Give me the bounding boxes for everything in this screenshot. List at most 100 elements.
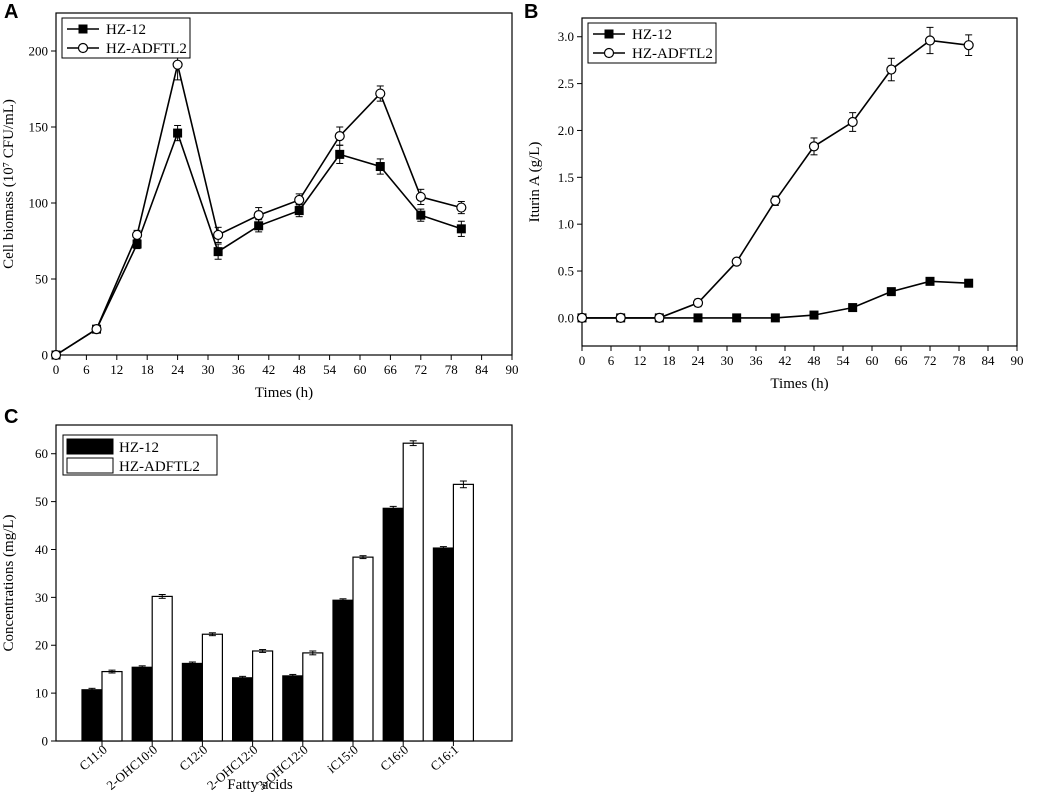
chart-a-x-tick-label: 78 [445,362,458,377]
chart-c-y-tick-label: 60 [35,446,48,461]
chart-a-series-1-point [415,191,426,203]
chart-c-bar-1 [252,650,274,742]
chart-b-x-tick-label: 30 [721,353,734,368]
chart-c-x-tick-label: C16:0 [377,742,411,774]
chart-a-x-tick-label: 48 [293,362,306,377]
chart-a-line: 0 6 12 18 24 30 36 42 48 54 60 66 72 78 84 90 0 50 100 150 2… [1,12,519,401]
chart-b-series-1-point [963,40,974,51]
chart-a-x-tick-label: 36 [232,362,246,377]
chart-b-x-tick-label: 6 [608,353,615,368]
chart-a-x-tick-label: 12 [110,362,123,377]
chart-b-y-axis-title: Iturin A (g/L) [527,142,543,223]
chart-a-x-tick-label: 54 [323,362,337,377]
chart-b-x-tick-label: 36 [750,353,764,368]
chart-c-bar-1 [151,595,173,742]
chart-c-bar-0-error-bar [138,665,146,670]
chart-a-legend: HZ-12 HZ-ADFTL2 [61,17,191,59]
chart-a-series-1-point [375,88,386,99]
chart-b-y-tick-label: 3.0 [558,29,574,44]
chart-c-bar-1-error-bar [309,650,317,656]
chart-c-bar-0 [432,547,454,742]
chart-a-x-tick-label: 60 [354,362,367,377]
chart-c-bar-0 [131,666,153,742]
chart-a-x-tick-label: 6 [83,362,90,377]
chart-c-legend: HZ-12 HZ-ADFTL2 [62,434,218,476]
chart-b-x-tick-label: 72 [924,353,937,368]
chart-a-y-tick-label: 150 [29,120,49,135]
chart-b-series-1-point [924,35,936,46]
chart-b-x-tick-label: 90 [1011,353,1024,368]
chart-c-y-tick-label: 10 [35,686,48,701]
chart-c-bar-0-error-bar [188,661,196,666]
chart-a-series-1-point [334,131,345,142]
chart-c-bar-0 [232,677,254,742]
chart-a-legend-marker-1 [77,42,89,54]
chart-a-series-1-point [172,59,183,70]
chart-a-y-tick-label: 50 [35,272,48,287]
chart-a-x-tick-label: 18 [141,362,154,377]
chart-c-bar-1 [452,483,474,742]
chart-a-series-0-point [335,149,345,159]
chart-b-series-0 [577,276,974,323]
chart-b-plot-frame [581,17,1018,347]
chart-b-x-tick-label: 66 [895,353,909,368]
chart-a-series-1-point [91,324,102,335]
chart-a-y-tick-label: 200 [29,44,49,59]
chart-b-legend-marker-1 [603,47,615,59]
chart-a-series-1-point [50,349,62,361]
chart-b-legend-label-1: HZ-ADFTL2 [632,46,713,62]
chart-b-x-tick-label: 42 [779,353,792,368]
chart-b-x-tick-label: 84 [982,353,996,368]
chart-c-legend-swatch-1 [66,457,114,474]
chart-b-x-tick-label: 48 [808,353,821,368]
chart-c-bar-1 [101,670,123,742]
chart-a-series-1-point [131,229,143,241]
chart-c-x-tick-label: iC15:0 [324,742,361,776]
chart-a-x-axis-title: Times (h) [255,385,313,401]
chart-c-bar-0-error-bar [88,687,96,692]
chart-c-y-tick-label: 0 [42,734,49,749]
chart-b-series-0-point [770,313,780,323]
chart-a-series-1-point [456,202,467,213]
chart-a-legend-label-0: HZ-12 [106,22,146,38]
chart-b-y-tick-label: 1.5 [558,170,574,185]
chart-b-series-1-point [654,312,665,323]
chart-c-bar-0 [282,675,304,742]
chart-a-y-tick-label: 0 [42,348,49,363]
chart-b-series-0-point [925,276,935,286]
chart-b-series-1-point [615,312,626,323]
chart-a-y-tick-label: 100 [29,196,49,211]
chart-b-series-0-point [848,303,858,313]
chart-a-series-0-point [213,247,223,257]
chart-c-x-axis-title: Fatty acids [227,777,293,793]
chart-b-series-0-point [732,313,742,323]
chart-b-line: 0 6 12 18 24 30 36 42 48 54 60 66 72 78 84 90 0.0 0.5 1.0 1… [527,17,1024,392]
chart-b-series-1-point [692,297,704,308]
chart-b-y-tick-label: 0.5 [558,264,574,279]
chart-b-series-1 [576,26,974,323]
chart-c-bar-0-error-bar [389,505,397,511]
chart-b-y-tick-label: 1.0 [558,217,574,232]
chart-b-series-1-point [808,141,820,152]
chart-a-series-1 [50,48,467,361]
chart-a-x-tick-label: 42 [262,362,275,377]
chart-a-x-tick-label: 90 [506,362,519,377]
chart-c-y-tick-label: 50 [35,494,48,509]
chart-a-x-tick-label: 0 [53,362,60,377]
chart-c-y-tick-label: 20 [35,638,48,653]
chart-c-x-tick-label: 2-OHC10:0 [103,742,160,793]
chart-b-x-tick-label: 24 [692,353,706,368]
chart-c-x-tick-label: C12:0 [176,742,210,774]
chart-a-x-tick-label: 30 [202,362,215,377]
chart-c-bar-0 [181,662,203,742]
chart-c-bar-1 [402,442,424,742]
chart-a-series-0-point [416,210,426,220]
chart-b-series-0-point [809,310,819,320]
chart-b-x-tick-label: 18 [663,353,676,368]
chart-b-series-1-point [731,256,742,267]
chart-a-series-0-line [55,130,462,356]
chart-b-series-1-line [582,39,969,319]
chart-b-x-axis-title: Times (h) [770,376,828,392]
chart-c-bar-0-error-bar [439,546,447,550]
chart-c-bar-0-error-bar [239,675,247,680]
